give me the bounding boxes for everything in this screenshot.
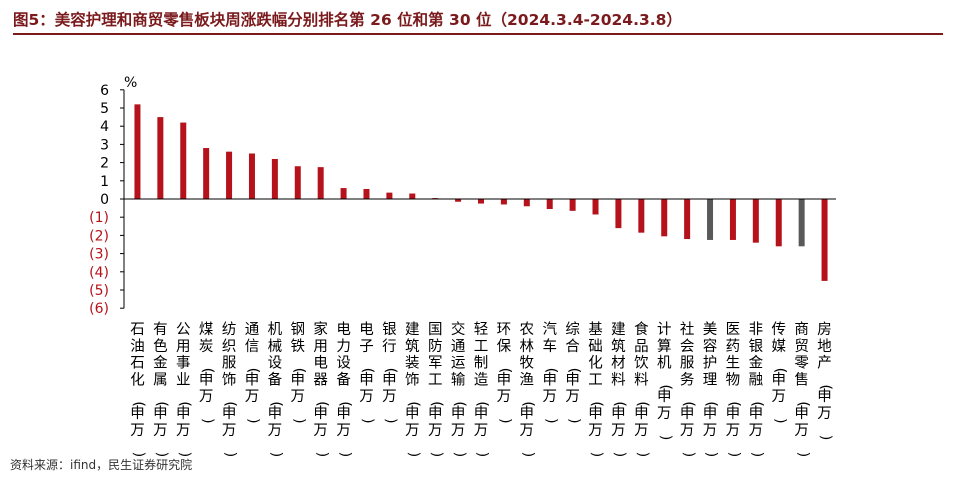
y-tick-label: 3 [100,137,109,153]
x-tick-label: 非银金融(申万) [749,321,765,457]
x-tick-label: 房地产(申万) [817,321,833,440]
x-tick-label: 家用电器(申万) [313,321,329,457]
x-tick-label: 有色金属(申万) [153,321,169,457]
bar [569,199,576,211]
x-tick-label: 医药生物(申万) [726,322,742,457]
y-tick-label: 0 [100,192,109,208]
x-tick-label: 公用事业(申万) [176,322,192,457]
x-tick-label: 传媒(申万) [771,321,787,424]
bar [203,148,210,199]
bar [615,199,622,229]
x-tick-label: 国防军工(申万) [428,322,444,457]
x-tick-label: 农林牧渔(申万) [520,321,536,457]
x-tick-label: 基础化工(申万) [588,321,604,457]
y-tick-label: (3) [89,247,109,263]
x-tick-label: 综合(申万) [565,321,581,424]
x-tick-label: 轻工制造(申万) [474,321,490,457]
y-tick-label: (1) [89,210,109,226]
x-tick-label: 食品饮料(申万) [634,321,650,457]
bar [661,199,668,237]
bar [821,199,828,281]
title-divider [13,33,943,35]
page-title: 图5：美容护理和商贸零售板块周涨跌幅分别排名第 26 位和第 30 位（2024… [13,11,682,29]
x-tick-label: 钢铁(申万) [291,321,307,424]
x-tick-label: 建筑装饰(申万) [405,321,421,457]
bar [157,117,164,199]
y-unit-label: % [124,75,137,91]
y-tick-label: 1 [100,174,109,190]
bar [500,199,507,205]
bar [546,199,553,210]
bar [363,188,370,199]
x-tick-label: 环保(申万) [497,322,513,424]
x-tick-label: 机械设备(申万) [268,321,284,457]
y-tick-label: 4 [100,119,109,135]
source-note: 资料来源：ifind，民生证券研究院 [10,458,193,472]
bar [775,199,782,247]
bar [638,199,645,233]
bar [478,199,484,204]
y-tick-label: (5) [89,283,109,299]
bar [592,199,599,215]
x-tick-label: 纺织服饰(申万) [222,321,238,457]
bar [798,199,805,247]
x-tick-label: 建筑材料(申万) [611,321,627,457]
y-tick-label: 6 [100,83,109,99]
bar [752,199,759,243]
x-tick-label: 商贸零售(申万) [794,321,810,457]
y-tick-label: (2) [89,228,109,244]
bar [134,104,141,199]
x-tick-label: 计算机(申万) [657,321,673,440]
bar [271,158,278,199]
x-tick-label: 美容护理(申万) [703,321,719,457]
x-tick-label: 石油石化(申万) [130,322,146,457]
bar [294,166,301,199]
x-tick-label: 通信(申万) [245,321,261,424]
x-tick-label: 电力设备(申万) [336,321,352,457]
y-axis-ticks: 6 5 4 3 2 1 0 (1) (2) (3) (4) (5) (6) [89,83,124,317]
bar [409,193,416,199]
bar [523,199,530,207]
bar [729,199,736,240]
bar [707,199,714,240]
bar [455,199,462,202]
x-tick-label: 汽车(申万) [542,321,558,424]
y-tick-label: 2 [100,156,109,172]
bar [684,199,691,240]
x-tick-label: 银行(申万) [382,321,398,424]
x-tick-label: 交通运输(申万) [451,320,467,457]
x-axis-labels: 石油石化(申万) 有色金属(申万) 公用事业(申万) 煤炭(申万) 纺织服饰(申万) 通信… [130,320,834,457]
bar [180,122,187,199]
bar [248,153,255,199]
bar [317,167,324,199]
bars [134,104,828,281]
bar [340,188,347,199]
x-tick-label: 煤炭(申万) [199,321,215,424]
bar [386,192,393,199]
bar [226,151,233,199]
y-tick-label: (4) [89,265,109,281]
x-tick-label: 社会服务(申万) [680,321,696,457]
y-tick-label: 5 [100,101,109,117]
y-tick-label: (6) [89,301,109,317]
x-tick-label: 电子(申万) [359,321,375,424]
